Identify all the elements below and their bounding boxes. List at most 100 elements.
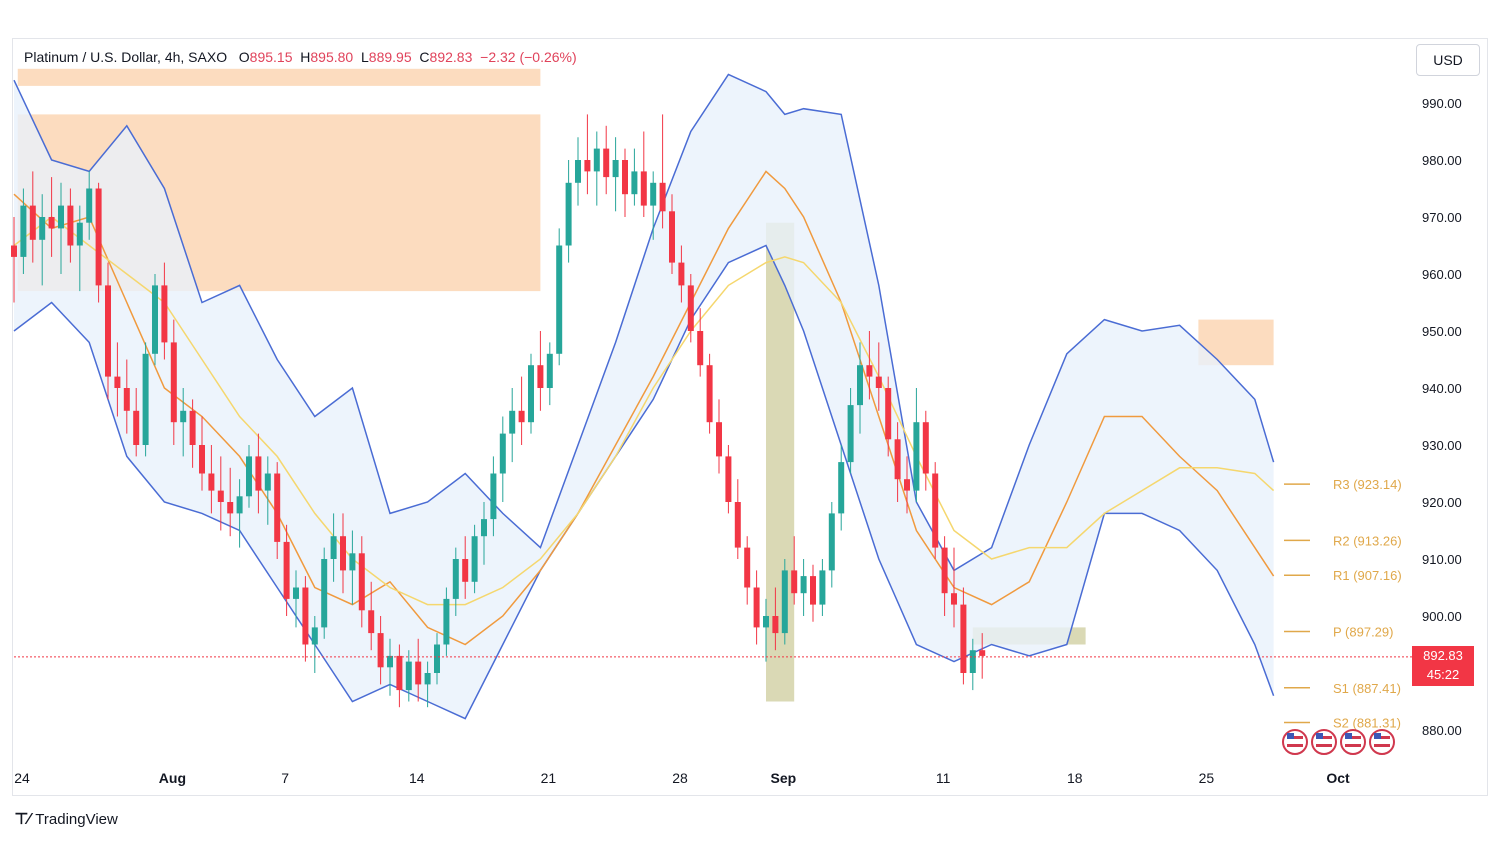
time-tick-label: 28 bbox=[672, 770, 688, 786]
candle-body bbox=[415, 661, 422, 685]
low-label: L bbox=[361, 49, 369, 65]
candle-body bbox=[612, 160, 619, 178]
candle-body bbox=[631, 171, 638, 195]
time-tick-label: Sep bbox=[771, 770, 797, 786]
candle-body bbox=[490, 473, 497, 520]
candle-body bbox=[603, 148, 610, 178]
open-label: O bbox=[238, 49, 250, 65]
band-fill bbox=[14, 74, 1274, 719]
price-tick-label: 970.00 bbox=[1422, 210, 1462, 225]
candle-body bbox=[58, 205, 64, 229]
candle-body bbox=[669, 211, 675, 263]
candle-body bbox=[734, 502, 741, 548]
tradingview-branding[interactable]: ⊤⁄ TradingView bbox=[14, 809, 118, 829]
candle-body bbox=[387, 655, 393, 668]
candle-body bbox=[941, 547, 948, 594]
time-tick-label: Aug bbox=[159, 770, 186, 786]
candle-body bbox=[227, 502, 234, 514]
candle-body bbox=[753, 587, 760, 628]
candle-body bbox=[29, 205, 36, 240]
candle-body bbox=[311, 627, 318, 645]
price-tick-label: 980.00 bbox=[1422, 153, 1462, 168]
indicator-lines bbox=[13, 73, 1275, 720]
candle-body bbox=[340, 536, 346, 571]
flag-canton bbox=[1374, 733, 1381, 739]
demand-zone bbox=[766, 222, 795, 702]
candle-body bbox=[161, 285, 168, 343]
pivot-label-s1: S1 (887.41) bbox=[1333, 681, 1401, 696]
candle-body bbox=[575, 160, 581, 183]
high-value: 895.80 bbox=[310, 49, 354, 65]
candle-body bbox=[264, 473, 271, 491]
candle-body bbox=[838, 462, 845, 514]
candle-body bbox=[67, 205, 74, 246]
time-tick-label: 24 bbox=[14, 770, 30, 786]
economic-events[interactable] bbox=[1282, 729, 1395, 755]
time-tick-label: 25 bbox=[1199, 770, 1215, 786]
tradingview-name: TradingView bbox=[35, 810, 118, 828]
flag-canton bbox=[1345, 733, 1352, 739]
price-axis[interactable]: 990.00 980.00 970.00 960.00 950.00 940.00 930.… bbox=[1422, 96, 1462, 738]
candle-body bbox=[133, 410, 140, 445]
candle-body bbox=[321, 559, 328, 628]
candle-body bbox=[922, 422, 929, 474]
symbol-name: Platinum / U.S. Dollar, 4h, SAXO bbox=[24, 49, 228, 65]
candle-body bbox=[48, 217, 55, 229]
candle-body bbox=[565, 182, 572, 246]
candle-body bbox=[781, 570, 788, 634]
candle-body bbox=[170, 342, 177, 423]
series-line-4 bbox=[13, 216, 1275, 606]
time-tick-label: 18 bbox=[1067, 770, 1083, 786]
price-tick-label: 940.00 bbox=[1422, 381, 1462, 396]
low-value: 889.95 bbox=[368, 49, 412, 65]
us-flag-icon bbox=[1311, 729, 1337, 755]
series-line-3 bbox=[13, 170, 1275, 646]
candle-body bbox=[105, 285, 111, 377]
candle-body bbox=[424, 673, 431, 685]
candle-body bbox=[39, 217, 46, 240]
candle-body bbox=[969, 650, 976, 673]
change-value: −2.32 (−0.26%) bbox=[480, 49, 577, 65]
price-tick-label: 950.00 bbox=[1422, 324, 1462, 339]
us-flag-icon bbox=[1340, 729, 1366, 755]
candle-body bbox=[358, 553, 365, 611]
flag-stripe bbox=[1345, 736, 1361, 739]
candle-body bbox=[857, 365, 863, 406]
pivot-label-s2: S2 (881.31) bbox=[1333, 716, 1401, 731]
time-tick-label: 7 bbox=[281, 770, 289, 786]
candle-body bbox=[885, 388, 892, 440]
flag-stripe bbox=[1316, 744, 1332, 747]
time-axis[interactable]: 24 Aug 7 14 21 28 Sep 11 18 25 Oct bbox=[14, 770, 1350, 786]
price-tick-label: 930.00 bbox=[1422, 438, 1462, 453]
candle-body bbox=[452, 559, 459, 599]
candle-body bbox=[593, 148, 600, 172]
time-tick-label: Oct bbox=[1326, 770, 1350, 786]
candle-body bbox=[396, 655, 403, 691]
chart-frame bbox=[12, 38, 1488, 796]
currency-button[interactable]: USD bbox=[1416, 44, 1480, 76]
candle-body bbox=[650, 182, 657, 206]
candle-body bbox=[180, 410, 187, 423]
price-tick-label: 960.00 bbox=[1422, 267, 1462, 282]
candle-body bbox=[255, 456, 262, 491]
candle-body bbox=[377, 633, 384, 668]
candle-body bbox=[772, 616, 779, 634]
last-price-value: 892.83 bbox=[1423, 648, 1463, 663]
candle-body bbox=[763, 616, 769, 628]
candle-body bbox=[114, 376, 121, 388]
supply-zone bbox=[17, 68, 541, 86]
last-price-tag: 892.83 45:22 bbox=[1412, 646, 1474, 686]
time-tick-label: 11 bbox=[936, 770, 951, 786]
candle-body bbox=[86, 188, 93, 223]
candle-body bbox=[217, 490, 224, 502]
candle-body bbox=[274, 473, 281, 542]
time-tick-label: 21 bbox=[541, 770, 557, 786]
tradingview-logo-icon: ⊤⁄ bbox=[14, 811, 30, 828]
series-line-1 bbox=[13, 73, 1275, 572]
candle-body bbox=[349, 553, 356, 571]
price-tick-label: 990.00 bbox=[1422, 96, 1462, 111]
candle-body bbox=[979, 650, 986, 656]
candle-body bbox=[142, 353, 149, 445]
candle-body bbox=[434, 644, 440, 673]
